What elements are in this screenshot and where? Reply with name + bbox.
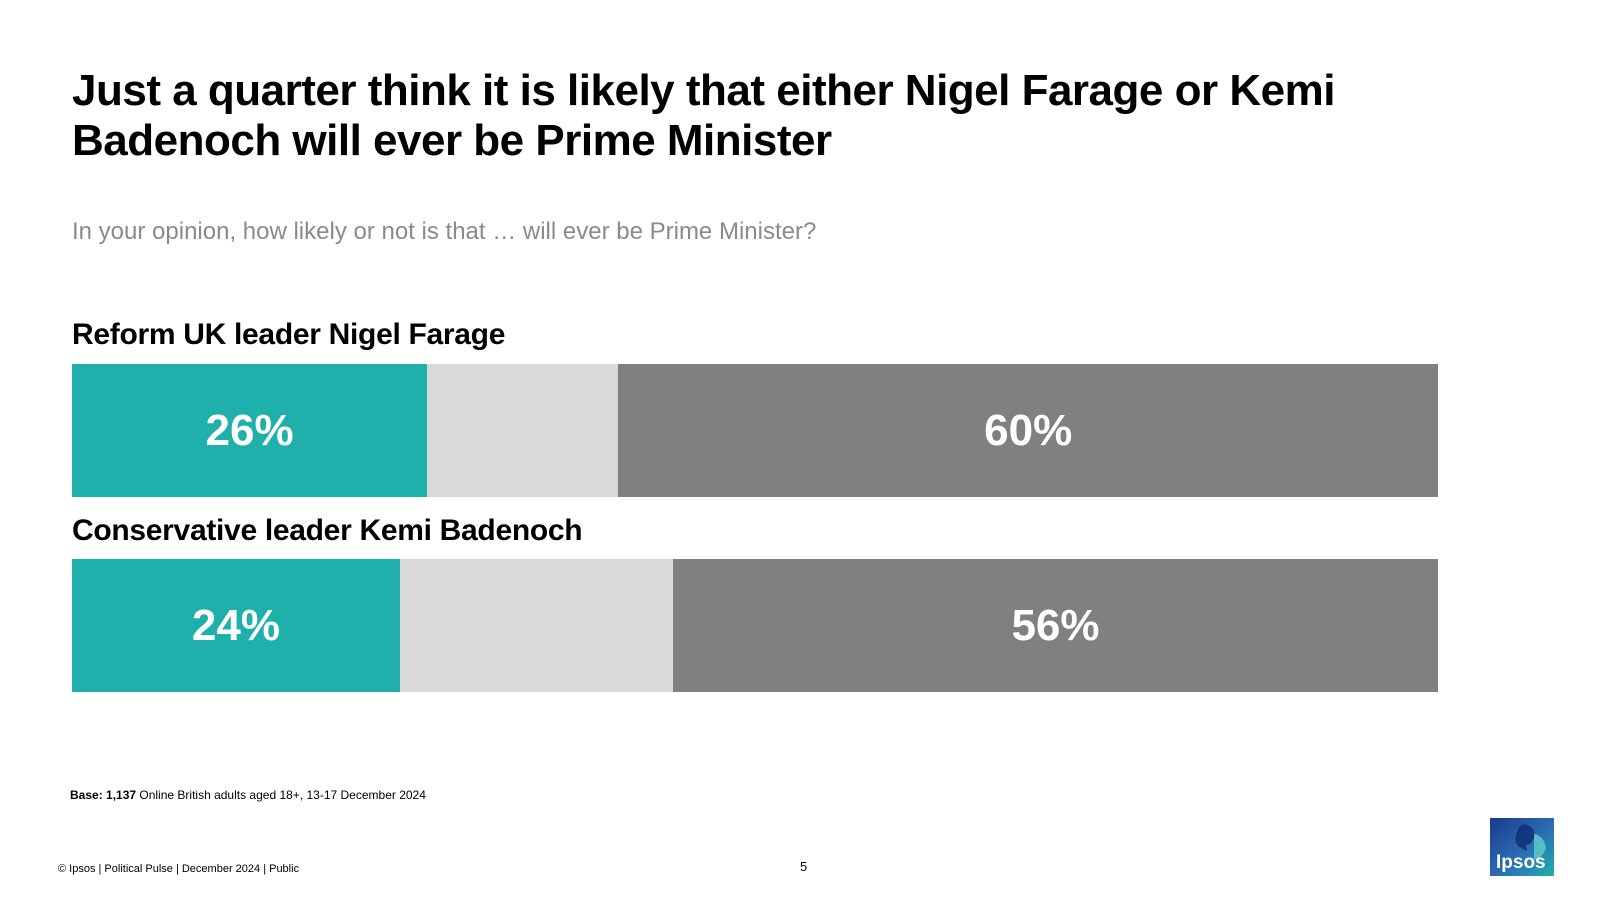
category-label: Conservative leader Kemi Badenoch bbox=[72, 514, 583, 547]
ipsos-logo: Ipsos bbox=[1490, 818, 1554, 876]
bar-segment-unlikely: 56% bbox=[673, 559, 1438, 692]
bar-row: 24% 56% bbox=[72, 559, 1438, 692]
data-label: 26% bbox=[205, 405, 294, 455]
bar-segment-neither bbox=[399, 559, 674, 692]
data-label: 24% bbox=[191, 600, 280, 650]
bar-segment-neither bbox=[427, 364, 619, 497]
base-note: Base: 1,137 Online British adults aged 1… bbox=[70, 788, 426, 802]
logo-text: Ipsos bbox=[1496, 852, 1546, 873]
bar-segment-unlikely: 60% bbox=[618, 364, 1438, 497]
page-title: Just a quarter think it is likely that e… bbox=[72, 66, 1335, 165]
data-label: 56% bbox=[1011, 600, 1100, 650]
bar-segment-likely: 26% bbox=[72, 364, 428, 497]
bar-row: 26% 60% bbox=[72, 364, 1438, 497]
category-label: Reform UK leader Nigel Farage bbox=[72, 318, 506, 351]
base-note-text: Online British adults aged 18+, 13-17 De… bbox=[136, 788, 426, 802]
footer-text: © Ipsos | Political Pulse | December 202… bbox=[58, 863, 300, 875]
ipsos-logo-icon: Ipsos bbox=[1490, 818, 1554, 876]
base-note-bold: Base: 1,137 bbox=[70, 788, 137, 802]
page-number: 5 bbox=[800, 859, 808, 874]
bar-segment-likely: 24% bbox=[72, 559, 400, 692]
data-label: 60% bbox=[984, 405, 1073, 455]
survey-question: In your opinion, how likely or not is th… bbox=[72, 218, 817, 245]
